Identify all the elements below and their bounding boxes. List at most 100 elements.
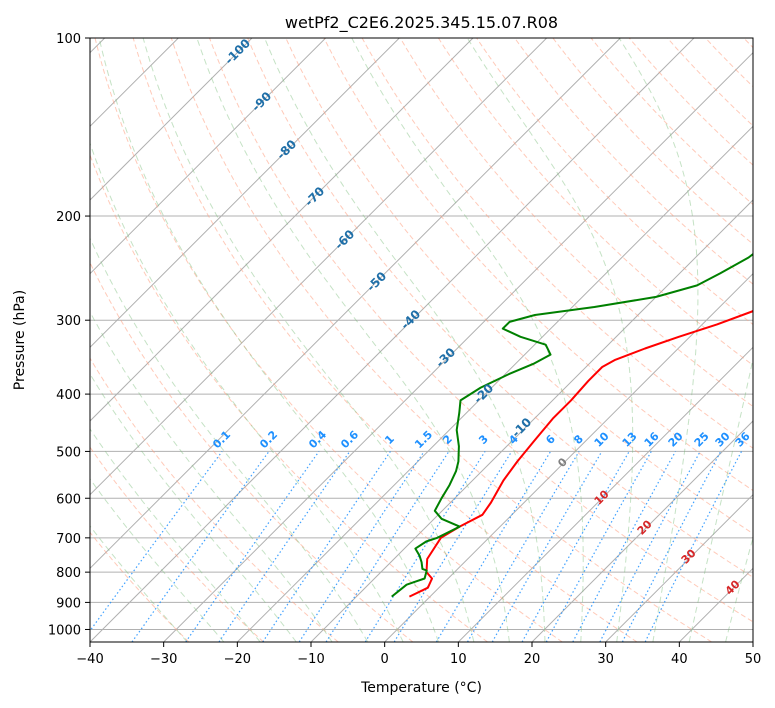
mixing-ratio-line [435,451,552,642]
x-tick-label: 20 [524,652,541,667]
dry-adiabat [323,38,753,492]
plot-frame [89,37,754,643]
mixing-ratio-line [325,451,450,642]
plot-data-lines [391,252,753,598]
mixing-ratio-label: 0.1 [210,428,233,451]
dry-adiabat [361,38,753,449]
dry-adiabat [94,38,563,642]
mixing-ratio-label: 2 [440,432,455,447]
moist-adiabat [196,38,510,642]
dry-adiabat-label: -30 [433,345,458,370]
moist-adiabat-label: 0 [555,455,570,470]
moist-adiabat [90,373,297,642]
mixing-ratio-line [131,451,270,642]
dry-adiabat [590,38,753,206]
x-tick-label: −30 [150,652,177,667]
dry-adiabat [437,38,753,366]
mixing-ratio-label: 8 [571,432,586,447]
y-tick-label: 100 [56,32,81,47]
moist-adiabat [90,237,369,642]
mixing-ratio-line [90,451,223,632]
x-axis-label: Temperature (°C) [360,680,482,696]
dry-adiabat [132,38,638,642]
mixing-ratio-label: 16 [642,429,662,449]
mixing-ratio-label: 25 [692,430,712,450]
moist-adiabat [142,38,475,642]
dewpoint-profile-line [391,252,753,598]
isotherm [752,641,753,642]
isotherm [90,38,548,496]
x-tick-label: 0 [381,652,389,667]
moist-adiabat-label: 10 [592,487,612,507]
mixing-ratio-label: 1 [382,432,397,447]
dry-adiabat-label: -20 [471,381,496,406]
mixing-ratio-label: 30 [713,429,733,449]
y-tick-label: 500 [56,445,81,460]
moist-adiabat [264,38,546,642]
isotherm [163,51,753,642]
isotherm [384,272,753,642]
isotherm [236,125,753,642]
y-tick-label: 300 [56,314,81,329]
dry-adiabat [247,38,753,578]
moist-adiabat [98,38,439,642]
y-tick-label: 200 [56,210,81,225]
dry-adiabat-label: -40 [398,307,423,332]
mixing-ratio-line [621,451,722,642]
moist-adiabat [90,525,188,642]
dry-adiabat [285,38,753,535]
isotherm [90,38,253,201]
dry-adiabat [743,38,753,49]
x-tick-label: 50 [745,652,762,667]
x-tick-label: −40 [76,652,103,667]
x-tick-label: 40 [671,652,688,667]
dry-adiabat-label: -80 [274,137,299,162]
x-tick-label: −20 [224,652,251,667]
y-tick-label: 600 [56,492,81,507]
moist-adiabat [725,535,753,642]
mixing-ratio-line [599,451,701,642]
plot-background-lines [90,38,753,642]
mixing-ratio-label: 3 [476,432,491,447]
y-tick-label: 900 [56,596,81,611]
mixing-ratio-line [545,451,652,642]
x-tick-label: 30 [597,652,614,667]
y-tick-label: 400 [56,388,81,403]
dry-adiabat [90,357,339,642]
isotherm [90,38,400,349]
isotherm [90,38,695,642]
mixing-ratio-line [298,451,425,642]
mixing-ratio-line [364,451,486,642]
mixing-ratio-line [521,451,630,642]
dry-adiabat [705,38,753,88]
y-tick-label: 800 [56,566,81,581]
y-tick-label: 1000 [48,623,81,638]
moist-adiabat-label: 30 [679,546,699,566]
moist-adiabat [351,38,584,642]
dry-adiabat [170,38,712,642]
mixing-ratio-line [572,451,677,642]
mixing-ratio-line [466,451,580,642]
moist-adiabat [90,427,261,642]
moist-adiabat [688,356,753,642]
isotherm [457,346,753,642]
dry-adiabat [90,531,190,642]
moist-adiabat-label: 40 [723,577,743,597]
moist-adiabat [90,478,225,642]
dry-adiabat [209,38,753,623]
mixing-ratio-label: 36 [733,429,753,449]
x-tick-label: 10 [450,652,467,667]
dry-adiabat [90,153,488,642]
mixing-ratio-label: 20 [666,429,686,449]
axes: −40 −30 −20 −10 0 10 20 30 40 5010020030040050060… [48,32,761,667]
dry-adiabat [476,38,753,326]
mixing-ratio-line [262,451,391,642]
mixing-ratio-line [393,451,513,642]
y-tick-label: 700 [56,532,81,547]
moist-adiabat [90,311,333,642]
x-tick-label: −10 [297,652,324,667]
moist-adiabat [90,141,404,642]
isotherm [605,493,753,642]
isotherm [90,38,621,570]
